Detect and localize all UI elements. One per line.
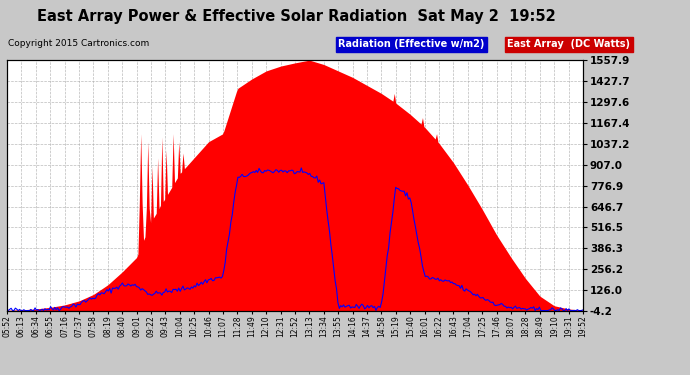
Text: Copyright 2015 Cartronics.com: Copyright 2015 Cartronics.com: [8, 39, 150, 48]
Text: East Array  (DC Watts): East Array (DC Watts): [507, 39, 630, 50]
Text: East Array Power & Effective Solar Radiation  Sat May 2  19:52: East Array Power & Effective Solar Radia…: [37, 9, 556, 24]
Text: Radiation (Effective w/m2): Radiation (Effective w/m2): [338, 39, 484, 50]
